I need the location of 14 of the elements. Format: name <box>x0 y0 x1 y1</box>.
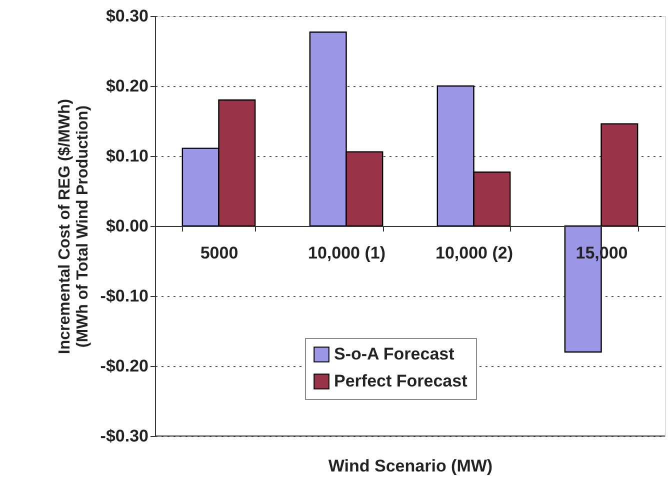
y-tick-label: $0.30 <box>106 6 148 26</box>
x-tick-label: 5000 <box>200 244 238 262</box>
y-axis-title: Incremental Cost of REG ($/MWh) (MWh of Total Wind Production) <box>56 98 92 354</box>
y-tick-label: -$0.20 <box>100 356 148 376</box>
y-tick-label: $0.20 <box>106 76 148 96</box>
x-tick-label: 10,000 (1) <box>308 244 386 262</box>
y-tick-label: $0.10 <box>106 146 148 166</box>
legend-label: S-o-A Forecast <box>334 344 455 364</box>
y-tick-label: -$0.10 <box>100 286 148 306</box>
y-tick-label: $0.00 <box>106 216 148 236</box>
x-axis-title: Wind Scenario (MW) <box>328 456 493 476</box>
x-tick-label: 10,000 (2) <box>436 244 513 262</box>
y-tick-label: -$0.30 <box>100 426 148 446</box>
legend-label: Perfect Forecast <box>334 372 468 390</box>
